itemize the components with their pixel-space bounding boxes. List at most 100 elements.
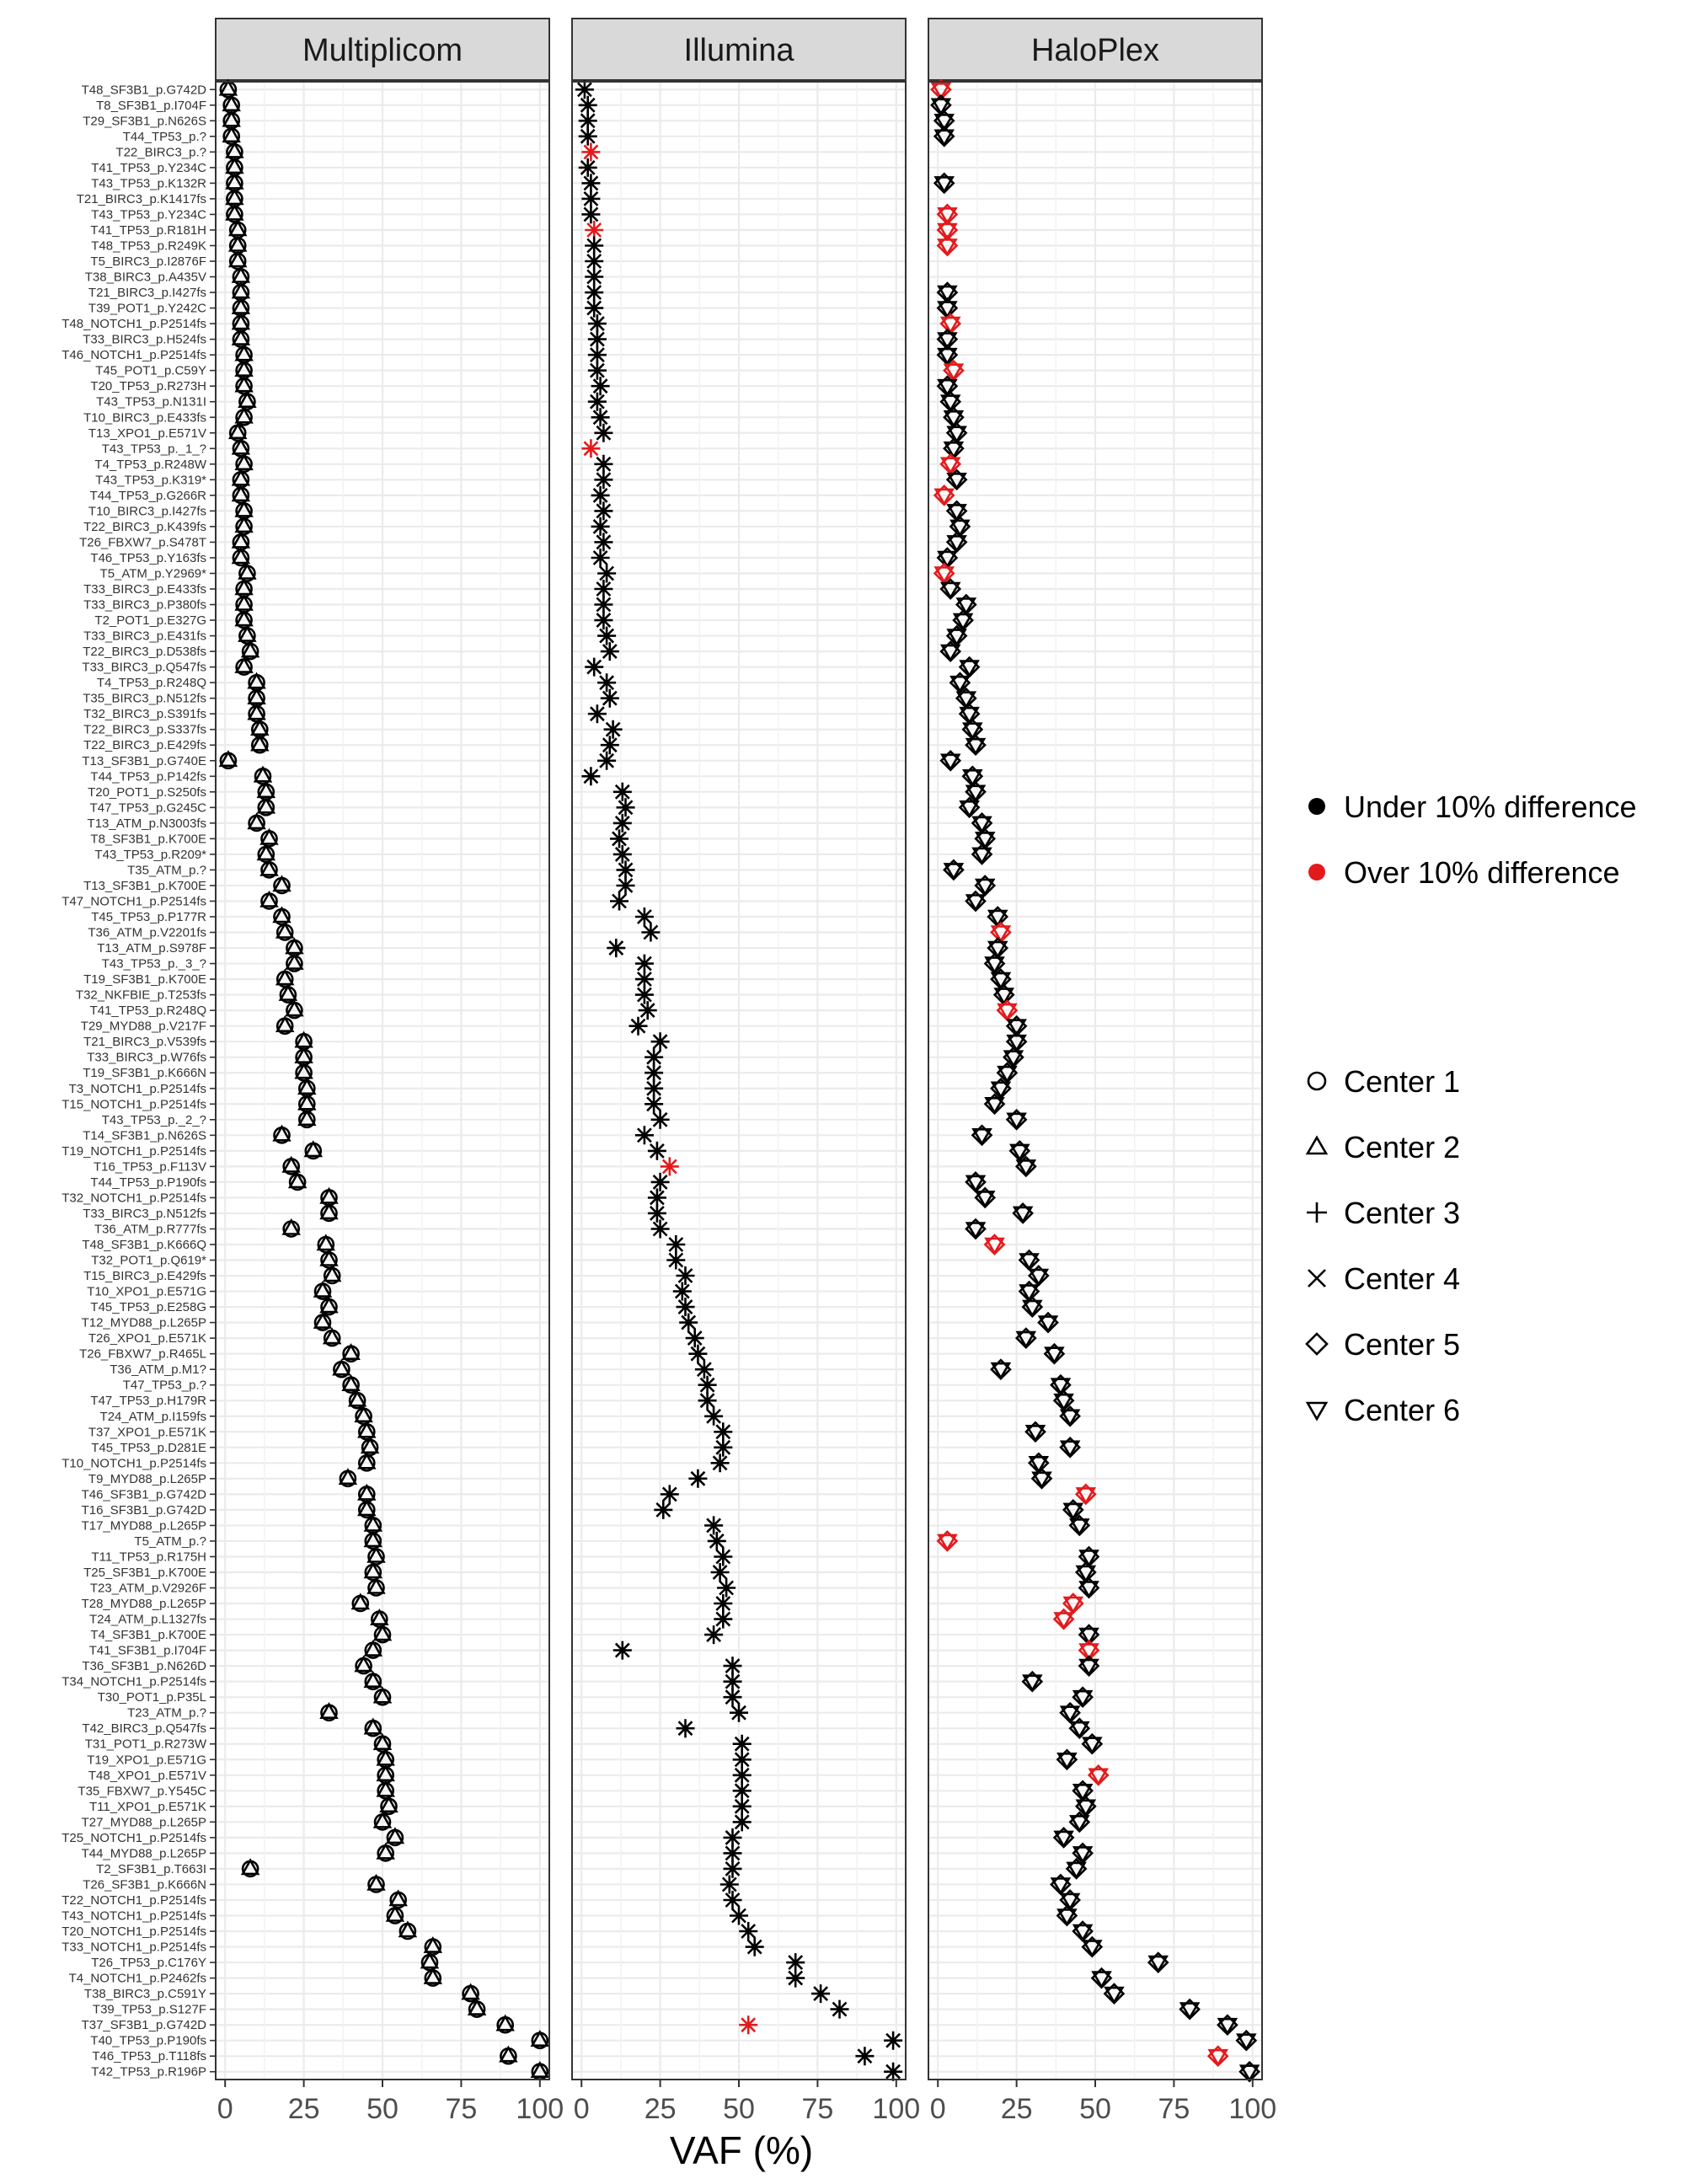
data-point xyxy=(958,796,981,819)
data-point xyxy=(830,1999,849,2019)
data-point xyxy=(647,1188,666,1207)
data-point xyxy=(704,1516,724,1535)
data-point xyxy=(707,1531,726,1550)
y-tick-label: T22_BIRC3_p.D538fs xyxy=(83,645,206,659)
data-point xyxy=(322,1265,342,1285)
y-tick-label: T13_ATM_p.S978F xyxy=(97,941,206,956)
data-point xyxy=(723,1859,742,1878)
data-point xyxy=(971,843,993,865)
data-point xyxy=(612,1641,632,1660)
y-tick-label: T28_MYD88_p.L265P xyxy=(82,1597,206,1611)
data-point xyxy=(338,1468,358,1488)
data-point xyxy=(423,1967,443,1987)
y-tick-label: T39_POT1_p.Y242C xyxy=(88,302,206,316)
y-tick-label: T27_MYD88_p.L265P xyxy=(82,1815,206,1829)
data-point xyxy=(585,236,604,255)
data-point xyxy=(612,844,632,864)
data-point xyxy=(1005,1108,1028,1131)
y-tick-label: T46_SF3B1_p.G742D xyxy=(82,1487,207,1502)
data-point xyxy=(594,580,613,598)
data-point xyxy=(943,859,965,881)
legend-shape-swatch xyxy=(1305,1332,1329,1356)
data-point xyxy=(585,252,604,270)
y-tick-label: T11_TP53_p.R175H xyxy=(92,1550,206,1564)
data-point xyxy=(939,749,962,772)
data-point xyxy=(585,657,604,677)
y-tick-label: T41_SF3B1_p.I704F xyxy=(89,1644,206,1658)
data-point xyxy=(884,2031,903,2050)
data-point xyxy=(965,1218,987,1240)
y-tick-label: T11_XPO1_p.E571K xyxy=(89,1800,206,1814)
data-point xyxy=(965,734,987,757)
data-point xyxy=(363,1671,383,1690)
data-point xyxy=(587,329,607,349)
data-point xyxy=(1206,2045,1229,2068)
data-point xyxy=(685,1329,704,1348)
y-tick-label: T5_BIRC3_p.I2876F xyxy=(90,254,206,269)
data-point xyxy=(723,1688,742,1707)
y-tick-label: T47_TP53_p.G245C xyxy=(90,800,207,815)
data-point xyxy=(530,2030,550,2049)
data-point xyxy=(1068,1717,1091,1740)
y-tick-label: T29_MYD88_p.V217F xyxy=(81,1020,206,1034)
y-tick-label: T43_TP53_p._2_? xyxy=(102,1113,206,1127)
data-point xyxy=(1030,1467,1053,1490)
data-point xyxy=(587,361,607,380)
x-tick-label: 0 xyxy=(930,2093,946,2125)
y-tick-label: T33_BIRC3_p.W76fs xyxy=(87,1051,206,1065)
y-tick-label: T47_TP53_p.H179R xyxy=(90,1394,206,1408)
data-point xyxy=(1037,1311,1059,1334)
y-tick-label: T34_NOTCH1_p.P2514fs xyxy=(62,1675,206,1689)
data-point xyxy=(645,1079,664,1098)
data-point xyxy=(983,1234,1006,1255)
data-point xyxy=(666,1250,686,1270)
data-point xyxy=(723,1672,742,1691)
data-point xyxy=(730,1703,748,1722)
data-point xyxy=(363,1639,383,1659)
data-point xyxy=(616,798,635,817)
variant-labels: T48_SF3B1_p.G742D T8_SF3B1_p.I704FT29_SF3… xyxy=(62,83,216,2080)
data-point xyxy=(594,595,613,614)
y-tick-label: T48_SF3B1_p.K666Q xyxy=(82,1238,206,1252)
y-tick-label: T36_SF3B1_p.N626D xyxy=(82,1659,206,1673)
data-point xyxy=(638,1001,657,1020)
data-point xyxy=(581,142,601,162)
y-tick-label: T21_BIRC3_p.V539fs xyxy=(83,1035,206,1049)
y-tick-label: T43_TP53_p.K319* xyxy=(95,473,206,487)
y-tick-label: T31_POT1_p.R273W xyxy=(85,1737,207,1752)
data-point xyxy=(647,1141,666,1160)
data-point xyxy=(1081,1732,1104,1755)
y-tick-label: T13_SF3B1_p.G740E xyxy=(82,754,206,768)
y-tick-label: T46_TP53_p.T118fs xyxy=(92,2049,206,2064)
data-point xyxy=(495,2014,515,2034)
data-point xyxy=(694,1360,714,1379)
y-tick-label: T48_TP53_p.R249K xyxy=(91,238,206,253)
data-point xyxy=(629,1016,648,1036)
y-tick-label: T45_TP53_p.P177R xyxy=(91,910,206,924)
data-point xyxy=(594,454,613,474)
y-tick-label: T26_FBXW7_p.S478T xyxy=(79,535,206,549)
data-point xyxy=(612,782,632,801)
y-tick-label: T42_TP53_p.R196P xyxy=(91,2065,206,2080)
data-point xyxy=(591,377,610,396)
data-point xyxy=(1052,1608,1075,1630)
data-point xyxy=(234,406,254,426)
legend-color-label: Under 10% difference xyxy=(1344,790,1637,824)
data-point xyxy=(575,80,594,99)
data-point xyxy=(732,1765,752,1785)
data-point xyxy=(698,1391,717,1410)
data-point xyxy=(499,2045,518,2065)
data-point xyxy=(234,656,254,676)
y-tick-label: T10_NOTCH1_p.P2514fs xyxy=(62,1456,206,1470)
data-point xyxy=(645,1095,664,1114)
y-tick-label: T41_TP53_p.Y234C xyxy=(91,161,206,175)
panel-strip xyxy=(215,18,550,81)
legend-shape-swatch xyxy=(1308,1269,1326,1287)
data-point xyxy=(591,485,610,505)
y-tick-label: T44_TP53_p.P142fs xyxy=(90,769,206,784)
y-tick-label: T40_TP53_p.P190fs xyxy=(90,2034,206,2048)
data-point xyxy=(971,1124,993,1147)
y-tick-label: T45_TP53_p.E258G xyxy=(90,1300,206,1314)
y-tick-label: T5_ATM_p.? xyxy=(134,1534,206,1549)
